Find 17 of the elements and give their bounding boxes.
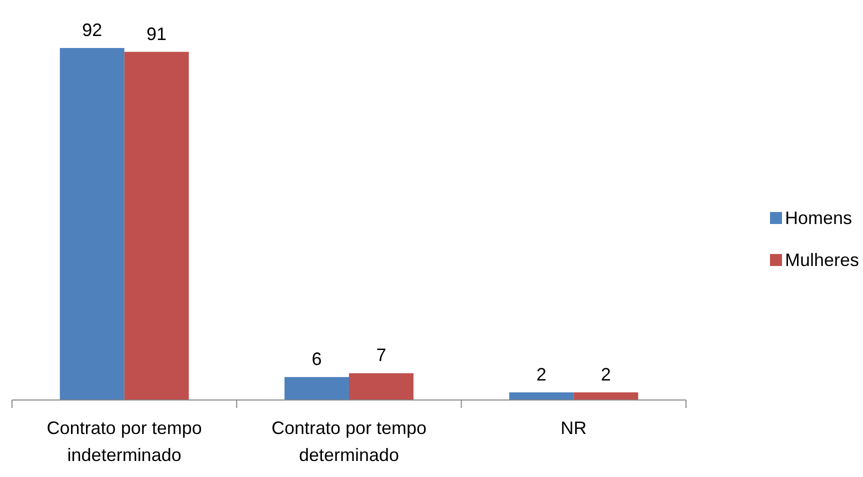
- bar: [349, 373, 414, 400]
- x-tick-label: NR: [560, 418, 587, 438]
- bar: [60, 48, 124, 400]
- legend-label: Mulheres: [785, 250, 860, 270]
- data-label: 7: [376, 345, 386, 366]
- bar: [284, 377, 349, 400]
- data-label: 6: [312, 349, 322, 370]
- data-label: 2: [536, 364, 546, 384]
- bar: [124, 52, 189, 400]
- bar: [574, 392, 638, 400]
- data-label: 2: [600, 364, 611, 384]
- data-label: 91: [146, 24, 167, 44]
- x-tick-label: Contrato por tempo determinado: [271, 418, 427, 465]
- data-label: 92: [82, 20, 102, 40]
- bar: [509, 392, 574, 400]
- x-tick-label: Contrato por tempo indeterminado: [46, 418, 202, 465]
- legend-label: Homens: [785, 208, 852, 228]
